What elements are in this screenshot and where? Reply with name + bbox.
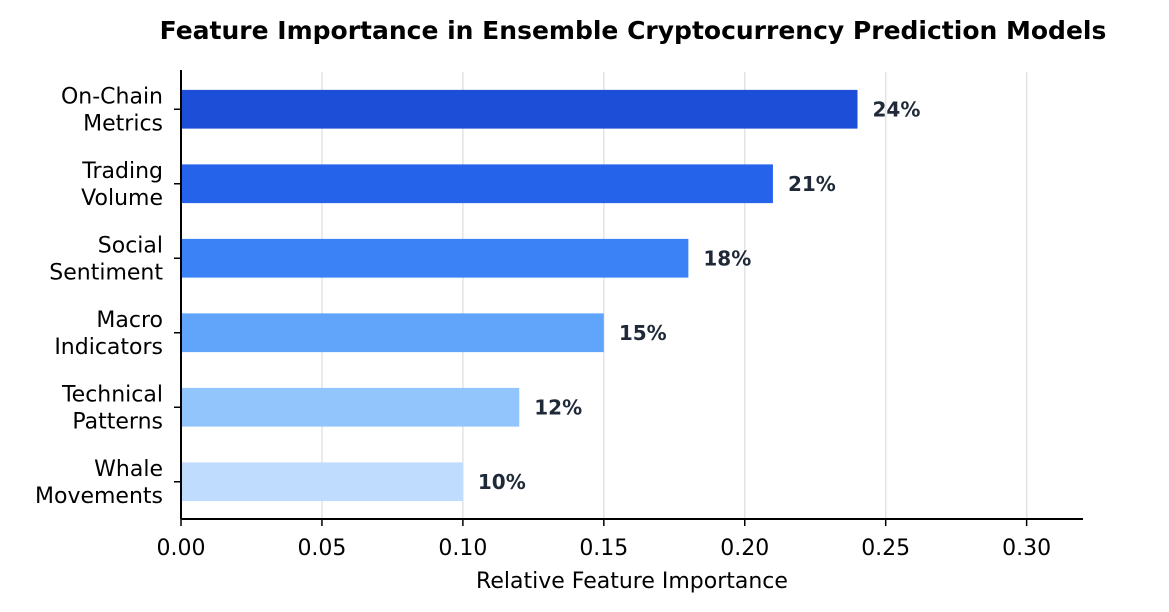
data-label: 21% [788, 172, 836, 196]
data-label: 15% [619, 321, 667, 345]
bar [181, 164, 773, 204]
y-tick-label: Technical Patterns [61, 382, 163, 434]
grid-lines [321, 72, 1028, 519]
bar [181, 238, 689, 278]
y-tick-label: On-Chain Metrics [61, 84, 163, 136]
y-tick-label: Trading Volume [81, 159, 163, 211]
bar [181, 313, 604, 353]
x-tick-label: 0.00 [157, 536, 206, 561]
data-label: 10% [478, 470, 526, 494]
y-tick-label: Whale Movements [35, 457, 163, 509]
x-axis-ticks: 0.00 0.05 0.10 0.15 0.20 0.25 0.30 [157, 519, 1051, 561]
bar [181, 462, 463, 502]
x-axis-label: Relative Feature Importance [476, 569, 788, 594]
bars [181, 89, 858, 502]
data-label: 24% [873, 97, 921, 121]
x-tick-label: 0.30 [1002, 536, 1051, 561]
x-tick-label: 0.15 [579, 536, 628, 561]
bar [181, 387, 520, 427]
x-tick-label: 0.10 [438, 536, 487, 561]
bar [181, 89, 858, 129]
data-label: 12% [534, 395, 582, 419]
y-axis-ticks: On-Chain Metrics Trading Volume Social Sentim… [35, 84, 181, 509]
x-tick-label: 0.05 [297, 536, 346, 561]
data-labels: 24% 21% 18% 15% 12% 10% [478, 97, 921, 494]
y-tick-label: Social Sentiment [49, 233, 163, 285]
x-tick-label: 0.20 [720, 536, 769, 561]
chart-title: Feature Importance in Ensemble Cryptocur… [160, 16, 1107, 45]
x-tick-label: 0.25 [861, 536, 910, 561]
axes [180, 70, 1083, 520]
data-label: 18% [703, 246, 751, 270]
y-tick-label: Macro Indicators [54, 308, 163, 360]
